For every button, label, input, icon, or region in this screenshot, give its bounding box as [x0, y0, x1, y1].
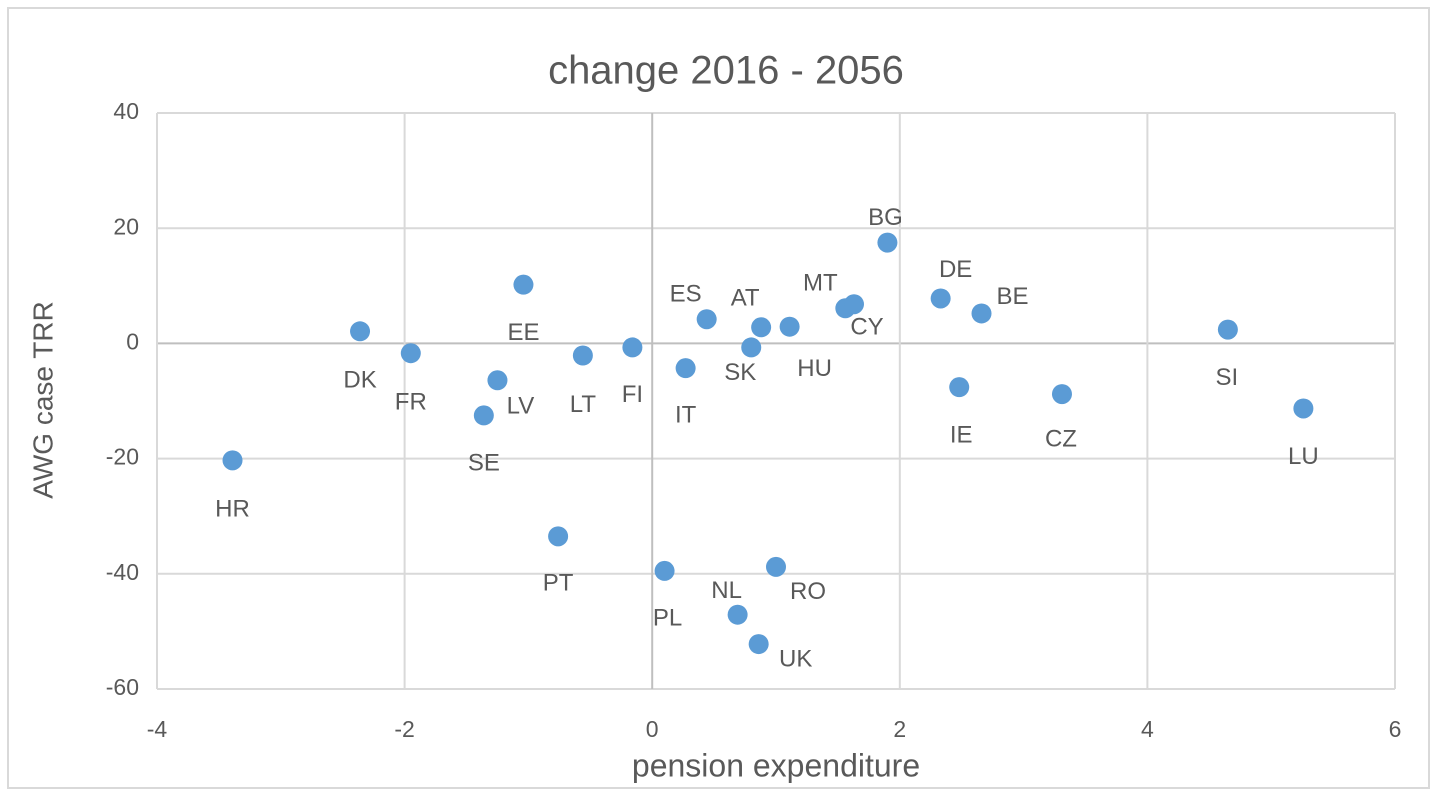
- point: [350, 321, 371, 342]
- point-label: IE: [950, 422, 973, 449]
- point: [1051, 384, 1072, 405]
- point: [727, 604, 748, 625]
- point-label: BG: [868, 204, 903, 231]
- point: [1293, 398, 1314, 419]
- point: [949, 377, 970, 398]
- point: [751, 317, 772, 338]
- point-label: HU: [797, 355, 832, 382]
- point: [766, 556, 786, 577]
- point-label: LV: [507, 393, 535, 420]
- point-label: FI: [622, 381, 643, 408]
- point: [696, 309, 717, 330]
- y-axis-label: AWG case TRR: [27, 301, 58, 499]
- point: [572, 345, 593, 366]
- point-label: UK: [779, 645, 812, 672]
- point: [513, 274, 534, 295]
- point-label: BE: [997, 283, 1029, 310]
- y-tick-label: 0: [126, 328, 139, 354]
- point: [487, 370, 508, 391]
- chart-title: change 2016 - 2056: [548, 49, 904, 93]
- point-label: RO: [790, 578, 826, 605]
- chart-border: [7, 7, 1430, 789]
- x-axis-label: pension expenditure: [632, 747, 920, 783]
- point-label: LU: [1288, 443, 1319, 470]
- point-label: DK: [343, 367, 376, 394]
- point: [654, 560, 675, 581]
- point-label: SK: [724, 359, 756, 386]
- point-label: EE: [507, 319, 539, 346]
- point-label: SI: [1216, 364, 1239, 391]
- y-tick-label: -40: [106, 559, 139, 585]
- y-tick-label: 40: [113, 98, 139, 124]
- point: [1217, 319, 1238, 340]
- point: [622, 337, 643, 358]
- point-label: PT: [543, 570, 574, 597]
- point: [675, 358, 696, 379]
- point-label: HR: [215, 496, 250, 523]
- point: [877, 232, 898, 253]
- x-tick-label: -4: [147, 716, 168, 742]
- point: [843, 294, 864, 315]
- point-label: ES: [670, 281, 702, 308]
- point-label: CZ: [1045, 425, 1077, 452]
- point-label: AT: [731, 285, 760, 312]
- point-label: IT: [675, 402, 697, 429]
- y-tick-label: 20: [113, 213, 139, 239]
- point-label: MT: [803, 270, 838, 297]
- x-tick-label: 0: [646, 716, 659, 742]
- point-label: LT: [570, 391, 597, 418]
- point: [741, 337, 762, 358]
- point: [473, 405, 494, 426]
- point-label: SE: [468, 450, 500, 477]
- x-tick-label: 4: [1141, 716, 1154, 742]
- y-tick-label: -60: [106, 674, 139, 700]
- x-tick-label: 6: [1389, 716, 1402, 742]
- x-tick-label: -2: [394, 716, 414, 742]
- point: [748, 634, 769, 655]
- point-label: NL: [711, 577, 742, 604]
- y-tick-label: -20: [106, 444, 139, 470]
- point: [548, 526, 569, 547]
- point: [400, 343, 421, 364]
- point: [930, 288, 951, 309]
- point: [222, 450, 243, 471]
- point-label: CY: [850, 314, 883, 341]
- point: [779, 316, 800, 337]
- point: [971, 303, 992, 324]
- x-tick-label: 2: [893, 716, 906, 742]
- point-label: FR: [395, 389, 427, 416]
- point-label: DE: [939, 256, 972, 283]
- point-label: PL: [653, 604, 682, 631]
